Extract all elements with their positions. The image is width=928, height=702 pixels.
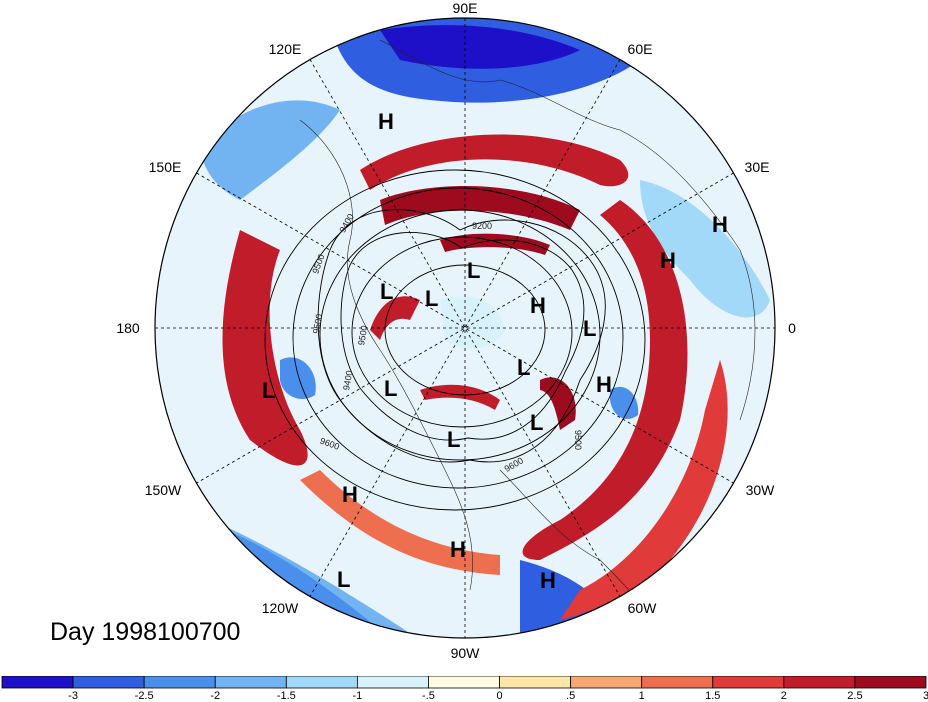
lon-label-120e: 120E	[269, 41, 302, 57]
lon-label-180: 180	[116, 320, 140, 336]
low-pressure-marker: L	[380, 279, 393, 304]
lon-label-150e: 150E	[149, 159, 182, 175]
colorbar-tick-label: -1	[352, 690, 362, 702]
contour-label: 9500	[573, 430, 583, 450]
colorbar-tick-label: -1.5	[277, 690, 296, 702]
colorbar-box	[285, 676, 358, 689]
colorbar-tick-label: -.5	[422, 690, 435, 702]
colorbar-box	[356, 676, 429, 689]
lon-label-30w: 30W	[746, 482, 776, 498]
high-pressure-marker: H	[530, 293, 546, 318]
lon-label-60e: 60E	[628, 41, 653, 57]
colorbar-tick-label: 0	[496, 690, 502, 702]
lon-label-90w: 90W	[451, 645, 481, 661]
contour-label: 9200	[472, 221, 492, 231]
contour-label: 9400	[341, 370, 354, 391]
lon-label-60w: 60W	[628, 600, 658, 616]
colorbar-box	[143, 676, 216, 689]
high-pressure-marker: H	[450, 537, 466, 562]
high-pressure-marker: H	[378, 109, 394, 134]
colorbar-box	[570, 676, 643, 689]
colorbar-box	[428, 676, 500, 689]
colorbar-tick-label: .5	[566, 690, 575, 702]
colorbar-tick-label: 2.5	[847, 690, 862, 702]
colorbar-tick-label: 3	[923, 690, 928, 702]
colorbar-box	[72, 676, 145, 689]
low-pressure-marker: L	[530, 410, 543, 435]
lon-label-30e: 30E	[745, 159, 770, 175]
high-pressure-marker: H	[660, 248, 676, 273]
colorbar-box	[214, 676, 287, 689]
low-pressure-marker: L	[467, 258, 480, 283]
colorbar-boxes	[1, 676, 927, 689]
colorbar-tick-label: 1.5	[705, 690, 720, 702]
lon-label-0: 0	[788, 320, 796, 336]
low-pressure-marker: L	[447, 427, 460, 452]
colorbar: -3 -2.5 -2 -1.5 -1 -.5 0 .5 1 1.5 2 2.5 3	[1, 676, 928, 702]
colorbar-tick-label: -3	[68, 690, 78, 702]
colorbar-box	[712, 676, 785, 689]
contour-label: 9500	[311, 313, 324, 334]
lon-label-90e: 90E	[453, 0, 478, 16]
colorbar-tick-label: 1	[639, 690, 645, 702]
low-pressure-marker: L	[384, 376, 397, 401]
colorbar-tick-label: 2	[781, 690, 787, 702]
colorbar-ticks: -3 -2.5 -2 -1.5 -1 -.5 0 .5 1 1.5 2 2.5 3	[68, 690, 928, 702]
colorbar-box	[641, 676, 714, 689]
colorbar-box	[854, 676, 927, 689]
polar-map: 90E 60E 30E 0 30W 60W 90W 120W 150W 180 …	[116, 0, 796, 661]
low-pressure-marker: L	[517, 355, 530, 380]
lon-label-150w: 150W	[145, 482, 182, 498]
high-pressure-marker: H	[342, 482, 358, 507]
colorbar-box	[783, 676, 856, 689]
high-pressure-marker: H	[540, 568, 556, 593]
low-pressure-marker: L	[337, 567, 350, 592]
pressure-systems: H H H H H H H H L L L L L L L L L L	[262, 109, 728, 593]
date-label: Day 1998100700	[50, 618, 241, 646]
high-pressure-marker: H	[712, 212, 728, 237]
colorbar-box	[499, 676, 572, 689]
colorbar-tick-label: -2.5	[135, 690, 154, 702]
colorbar-tick-label: -2	[210, 690, 220, 702]
graticule	[155, 18, 775, 638]
low-pressure-marker: L	[262, 378, 275, 403]
low-pressure-marker: L	[583, 316, 596, 341]
height-contours	[264, 169, 646, 511]
longitude-labels: 90E 60E 30E 0 30W 60W 90W 120W 150W 180 …	[116, 0, 796, 661]
low-pressure-marker: L	[425, 286, 438, 311]
lon-label-120w: 120W	[262, 600, 299, 616]
high-pressure-marker: H	[596, 372, 612, 397]
colorbar-box	[1, 676, 74, 689]
contour-label: 9500	[356, 325, 369, 346]
